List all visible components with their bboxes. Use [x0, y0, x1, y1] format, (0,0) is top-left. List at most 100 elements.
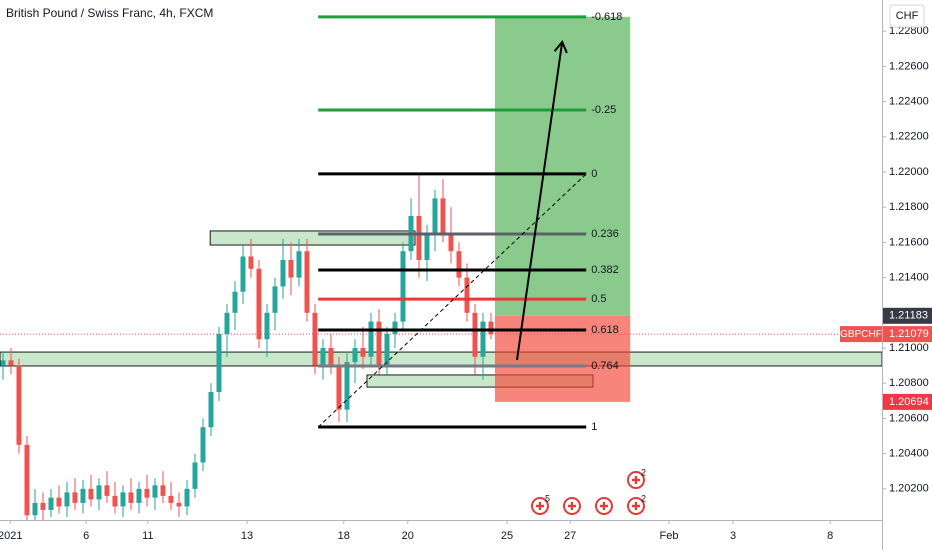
event-icon-cross [634, 502, 638, 510]
last-price-label: 1.21079 [889, 328, 929, 340]
candle-body [392, 321, 398, 334]
candle-body [344, 362, 350, 410]
y-tick-label: 1.20400 [889, 448, 929, 460]
plot-area: -0.618 -0.25 0 0.236 0.382 0.5 0.618 0.764 1 5 2 2 [0, 11, 882, 520]
y-tick-label: 1.21600 [889, 236, 929, 248]
event-icon-cross [570, 502, 574, 510]
candle-body [328, 348, 334, 366]
candle-body [88, 488, 94, 500]
fib-label: 0.618 [591, 324, 619, 336]
candle-body [264, 312, 270, 340]
candle-body [320, 348, 326, 366]
candle-body [200, 427, 206, 463]
candle-body [464, 277, 470, 313]
fib-label: 0 [591, 168, 597, 180]
x-tick-label: 8 [827, 530, 833, 542]
axes: 1.202001.204001.206001.208001.210001.212… [0, 25, 932, 542]
candle-body [296, 251, 302, 278]
candle-body [168, 495, 174, 503]
event-icon-cross [602, 502, 606, 510]
candle-body [256, 268, 262, 340]
symbol-tag: GBPCHF [840, 329, 882, 340]
currency-button-label[interactable]: CHF [896, 10, 919, 22]
y-tick-label: 1.22800 [889, 25, 929, 37]
x-tick-label: 11 [142, 530, 153, 542]
candle-body [184, 488, 190, 507]
candle-body [480, 321, 486, 357]
candle-body [360, 348, 366, 357]
stop-price-label: 1.20694 [889, 396, 929, 408]
y-tick-label: 1.21000 [889, 342, 929, 354]
candle-body [152, 485, 158, 498]
candle-body [304, 251, 310, 313]
candle-body [40, 502, 46, 510]
candle-body [160, 485, 166, 496]
event-count: 2 [641, 493, 646, 503]
arrow [516, 41, 564, 361]
y-tick-label: 1.22600 [889, 60, 929, 72]
candle-body [336, 365, 342, 410]
fib-label: 0.5 [591, 293, 606, 305]
x-tick-label: 2021 [0, 530, 22, 542]
candle-body [120, 492, 126, 507]
x-tick-label: 6 [83, 530, 89, 542]
candle-body [48, 497, 54, 510]
candle-body [488, 321, 494, 335]
x-tick-label: 13 [241, 530, 253, 542]
candle-body [432, 198, 438, 234]
candle-body [64, 492, 70, 507]
candle-body [440, 198, 446, 234]
candle-body [448, 233, 454, 252]
fib-label: -0.25 [591, 104, 616, 116]
symbol-tag-box [840, 326, 882, 343]
candle-body [56, 497, 62, 507]
arrow-head [553, 39, 568, 54]
entry-price-label: 1.21183 [889, 310, 928, 322]
candle-body [16, 365, 22, 445]
entry-price-label-box [883, 307, 932, 324]
y-tick-label: 1.20200 [889, 483, 929, 495]
candle-body [136, 488, 142, 503]
candle-body [376, 321, 382, 366]
chart-title: British Pound / Swiss Franc, 4h, FXCM [6, 6, 213, 20]
candle-body [216, 333, 222, 393]
candle-body [272, 286, 278, 313]
event-count: 2 [641, 467, 646, 477]
zone [0, 351, 882, 367]
fib-label: 0.764 [591, 360, 619, 372]
candle-body [312, 312, 318, 366]
candle-body [144, 488, 150, 498]
fib-trend-line [317, 173, 587, 428]
event-icon-cross [538, 502, 542, 510]
y-tick-label: 1.21400 [889, 272, 929, 284]
candle-body [8, 360, 14, 366]
last-price-label-box [883, 326, 932, 343]
candle-body [192, 462, 198, 489]
candle-body [240, 256, 246, 292]
fib-label: 0.382 [591, 264, 619, 276]
candle-body [416, 215, 422, 260]
x-tick-label: 3 [730, 530, 736, 542]
fib-label: 1 [591, 421, 597, 433]
candle-body [472, 312, 478, 357]
candle-body [0, 360, 6, 366]
x-tick-label: 27 [564, 530, 576, 542]
y-tick-label: 1.20800 [889, 377, 929, 389]
candle-body [128, 492, 134, 503]
x-tick-label: Feb [660, 530, 679, 542]
candle-body [384, 333, 390, 366]
currency-button[interactable] [889, 4, 925, 28]
profit-zone [495, 16, 631, 316]
candle-body [112, 495, 118, 507]
fib-label: -0.618 [591, 11, 622, 23]
candle-body [208, 392, 214, 428]
stop-price-label-box [883, 393, 932, 410]
candle-body [32, 502, 38, 516]
candle-body [352, 348, 358, 363]
x-tick-label: 20 [402, 530, 414, 542]
candle-body [248, 256, 254, 269]
candle-body [400, 251, 406, 322]
x-tick-label: 18 [338, 530, 350, 542]
